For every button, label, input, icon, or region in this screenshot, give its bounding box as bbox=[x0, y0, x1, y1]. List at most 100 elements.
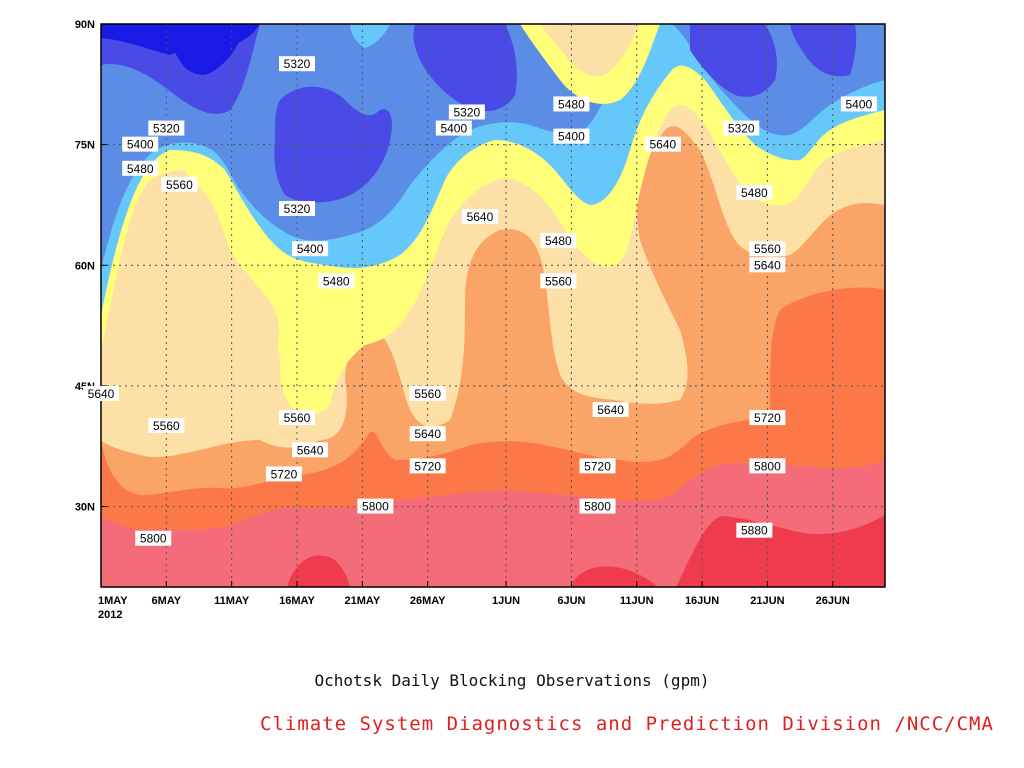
x-tick-label: 1JUN bbox=[492, 595, 520, 607]
contour-label: 5400 bbox=[840, 96, 877, 112]
x-tick-label: 6JUN bbox=[557, 595, 585, 607]
contour-label: 5320 bbox=[448, 104, 485, 120]
x-tick-label: 16MAY bbox=[279, 595, 315, 607]
x-tick-label: 26MAY bbox=[410, 595, 446, 607]
contour-label-bg bbox=[749, 241, 786, 257]
contour-label: 5320 bbox=[279, 200, 315, 216]
contour-label-text: 5400 bbox=[297, 242, 324, 256]
x-tick-label: 11MAY bbox=[214, 595, 250, 607]
contour-label-text: 5400 bbox=[846, 97, 873, 111]
contour-label: 5800 bbox=[357, 498, 394, 514]
contour-label-text: 5320 bbox=[284, 57, 311, 71]
contour-label-text: 5400 bbox=[558, 130, 585, 144]
fill-gt5880-b bbox=[570, 566, 658, 587]
fill-gt5880-a bbox=[287, 555, 350, 587]
contour-label-text: 5400 bbox=[440, 122, 467, 136]
contour-label-bg bbox=[553, 128, 590, 144]
y-tick-label: 60N bbox=[75, 260, 95, 272]
contour-label-bg bbox=[279, 410, 315, 426]
contour-label: 5400 bbox=[122, 136, 159, 152]
chart-credit: Climate System Diagnostics and Predictio… bbox=[260, 713, 994, 735]
contour-label-text: 5400 bbox=[127, 138, 154, 152]
contour-label-bg bbox=[644, 136, 681, 152]
contour-label: 5720 bbox=[749, 410, 786, 426]
contour-label: 5480 bbox=[553, 96, 590, 112]
contour-label-bg bbox=[161, 176, 198, 192]
x-year-label: 2012 bbox=[98, 609, 122, 621]
contour-label-bg bbox=[135, 530, 172, 546]
contour-label: 5560 bbox=[540, 273, 577, 289]
contour-label-bg bbox=[292, 442, 329, 458]
contour-label-bg bbox=[540, 233, 577, 249]
contour-label-text: 5560 bbox=[545, 274, 572, 288]
contour-label-bg bbox=[409, 426, 446, 442]
x-tick-label: 1MAY bbox=[98, 595, 128, 607]
x-axis: 1MAY 6MAY 11MAY 16MAY 21MAY 26MAY 1JUN 6JUN 11JU… bbox=[98, 581, 850, 621]
contour-label-text: 5800 bbox=[362, 500, 389, 514]
contour-label-text: 5320 bbox=[153, 122, 180, 136]
contour-label-bg bbox=[409, 458, 446, 474]
contour-label: 5560 bbox=[148, 418, 185, 434]
x-tick-label: 21JUN bbox=[750, 595, 784, 607]
contour-label-bg bbox=[122, 136, 159, 152]
contour-label-bg bbox=[723, 120, 760, 136]
y-tick-label: 90N bbox=[75, 19, 95, 31]
contour-label-bg bbox=[83, 385, 119, 401]
contour-label-bg bbox=[122, 160, 159, 176]
x-tick-label: 6MAY bbox=[152, 595, 182, 607]
contour-label-text: 5640 bbox=[88, 387, 115, 401]
contour-label: 5320 bbox=[723, 120, 760, 136]
contour-label-text: 5320 bbox=[284, 202, 311, 216]
contour-label: 5400 bbox=[292, 241, 329, 257]
contour-label-bg bbox=[292, 241, 329, 257]
contour-label-bg bbox=[540, 273, 577, 289]
plot-frame bbox=[100, 23, 886, 588]
contour-label-bg bbox=[461, 209, 498, 225]
contour-label-text: 5480 bbox=[545, 234, 572, 248]
fill-5560-5640-n bbox=[540, 24, 640, 77]
contour-label-text: 5640 bbox=[597, 403, 624, 417]
x-tick-label: 21MAY bbox=[344, 595, 380, 607]
contour-label: 5480 bbox=[318, 273, 355, 289]
contour-label-bg bbox=[749, 410, 786, 426]
contour-label-text: 5640 bbox=[650, 138, 677, 152]
contour-label-bg bbox=[749, 458, 786, 474]
contour-label: 5560 bbox=[749, 241, 786, 257]
contour-label-bg bbox=[736, 184, 773, 200]
contour-label: 5640 bbox=[292, 442, 329, 458]
contour-label-bg bbox=[279, 56, 315, 72]
chart-title: Ochotsk Daily Blocking Observations (gpm… bbox=[314, 671, 710, 690]
contour-label-bg bbox=[736, 522, 773, 538]
contour-label-text: 5800 bbox=[754, 459, 781, 473]
contour-label-text: 5560 bbox=[284, 411, 311, 425]
grid-lines bbox=[101, 24, 885, 587]
contour-label-text: 5880 bbox=[741, 524, 768, 538]
contour-label: 5400 bbox=[435, 120, 472, 136]
y-axis: 90N75N60N45N30N bbox=[75, 19, 107, 514]
contour-label-text: 5320 bbox=[454, 105, 481, 119]
contour-label-text: 5640 bbox=[467, 210, 494, 224]
contour-label: 5880 bbox=[736, 522, 773, 538]
contour-label-bg bbox=[553, 96, 590, 112]
contour-label: 5720 bbox=[579, 458, 616, 474]
contour-label: 5480 bbox=[736, 184, 773, 200]
contour-label-text: 5480 bbox=[741, 186, 768, 200]
contour-label-bg bbox=[265, 466, 302, 482]
contour-label-text: 5560 bbox=[153, 419, 180, 433]
contour-label: 5320 bbox=[279, 56, 315, 72]
fill-5320-5400-n bbox=[855, 24, 885, 50]
contour-label: 5800 bbox=[135, 530, 172, 546]
contour-label: 5800 bbox=[579, 498, 616, 514]
contour-label: 5640 bbox=[749, 257, 786, 273]
contour-label: 5560 bbox=[279, 410, 315, 426]
contour-label: 5720 bbox=[409, 458, 446, 474]
contour-labels: 5320 5320 5320 5320 5320 5400 5400 5400 5400 5400… bbox=[83, 56, 877, 546]
contour-label: 5560 bbox=[161, 176, 198, 192]
contour-label: 5720 bbox=[265, 466, 302, 482]
fill-5240-5320 bbox=[101, 24, 857, 203]
contour-label-text: 5720 bbox=[584, 459, 611, 473]
contour-label-bg bbox=[148, 418, 185, 434]
contour-label: 5400 bbox=[553, 128, 590, 144]
contour-label-bg bbox=[357, 498, 394, 514]
